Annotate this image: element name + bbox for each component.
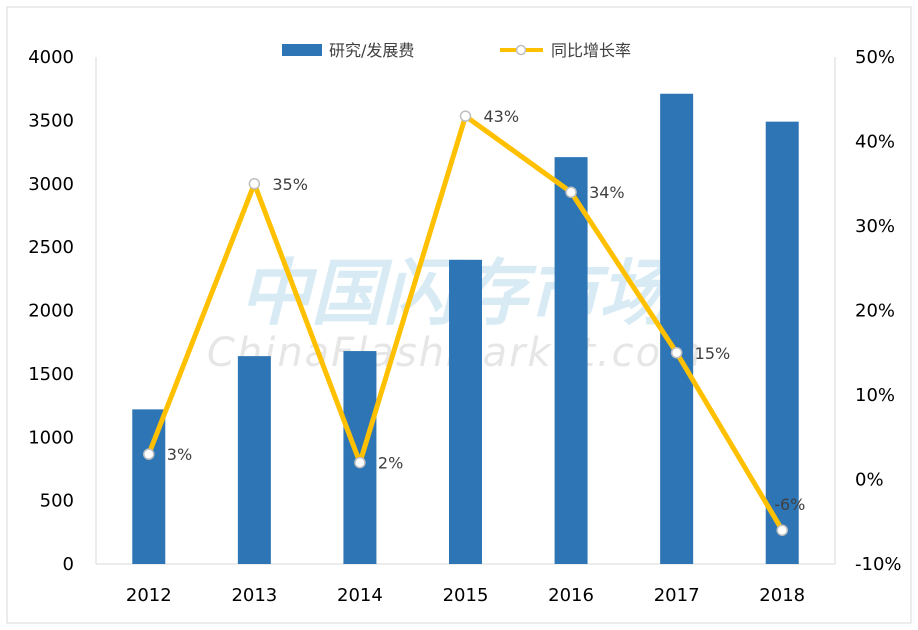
left-tick-label: 3000 bbox=[28, 174, 74, 195]
left-tick-label: 4000 bbox=[28, 47, 74, 68]
x-axis-ticks: 2012 2013 2014 2015 2016 2017 2018 bbox=[126, 585, 805, 606]
bar bbox=[449, 259, 482, 564]
left-tick-label: 1000 bbox=[28, 427, 74, 448]
data-label: 35% bbox=[272, 175, 308, 194]
left-tick-label: 3500 bbox=[28, 110, 74, 131]
x-tick-label: 2017 bbox=[654, 585, 700, 606]
left-tick-label: 2000 bbox=[28, 301, 74, 322]
line-point bbox=[354, 456, 366, 469]
right-tick-label: 30% bbox=[855, 216, 895, 237]
bar bbox=[237, 356, 271, 564]
bar bbox=[660, 93, 694, 564]
right-tick-label: 20% bbox=[855, 301, 895, 322]
data-label: 15% bbox=[695, 344, 731, 363]
legend-line-marker bbox=[515, 44, 527, 56]
line-point bbox=[248, 178, 261, 190]
line-point bbox=[459, 110, 472, 122]
data-label: 2% bbox=[378, 454, 403, 473]
bar bbox=[765, 121, 799, 564]
line-series: 3% 35% 2% 43% 34% 15% -6% bbox=[143, 107, 805, 536]
x-tick-label: 2015 bbox=[443, 585, 489, 606]
left-tick-label: 0 bbox=[63, 554, 74, 575]
left-tick-label: 2500 bbox=[28, 237, 74, 258]
legend-line-label: 同比增长率 bbox=[551, 41, 631, 60]
data-label: 34% bbox=[589, 183, 625, 202]
data-label: 3% bbox=[167, 445, 192, 464]
data-label: 43% bbox=[484, 107, 520, 126]
legend-bar-swatch bbox=[282, 44, 322, 56]
left-axis-ticks: 0 500 1000 1500 2000 2500 3000 3500 4000 bbox=[28, 47, 74, 575]
right-axis-ticks: -10% 0% 10% 20% 30% 40% 50% bbox=[855, 47, 902, 575]
x-tick-label: 2018 bbox=[759, 585, 805, 606]
left-tick-label: 1500 bbox=[28, 364, 74, 385]
line-point bbox=[565, 186, 577, 198]
line-point bbox=[776, 524, 788, 536]
line-point bbox=[670, 347, 683, 359]
left-tick-label: 500 bbox=[40, 491, 74, 512]
line-point bbox=[143, 448, 155, 460]
bar bbox=[554, 157, 588, 564]
x-tick-label: 2014 bbox=[337, 585, 383, 606]
legend: 研究/发展费 同比增长率 bbox=[282, 41, 631, 60]
x-tick-label: 2013 bbox=[231, 585, 277, 606]
bar bbox=[132, 409, 166, 564]
right-tick-label: 10% bbox=[855, 385, 895, 406]
right-tick-label: 0% bbox=[855, 470, 884, 491]
right-tick-label: 50% bbox=[855, 47, 895, 68]
data-label: -6% bbox=[774, 495, 805, 514]
bar-series bbox=[132, 93, 799, 564]
right-tick-label: -10% bbox=[855, 554, 902, 575]
right-tick-label: 40% bbox=[855, 132, 895, 153]
x-tick-label: 2016 bbox=[548, 585, 594, 606]
x-tick-label: 2012 bbox=[126, 585, 172, 606]
legend-bar-label: 研究/发展费 bbox=[329, 41, 414, 60]
